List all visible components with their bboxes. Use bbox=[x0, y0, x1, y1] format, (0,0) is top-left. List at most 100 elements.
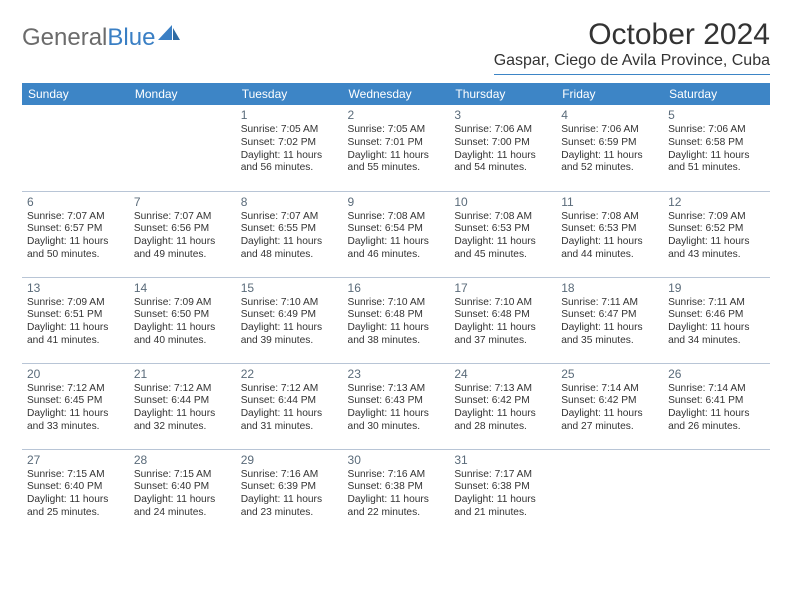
day-details: Sunrise: 7:05 AMSunset: 7:02 PMDaylight:… bbox=[241, 124, 338, 175]
day-header: Thursday bbox=[449, 83, 556, 105]
day-details: Sunrise: 7:07 AMSunset: 6:56 PMDaylight:… bbox=[134, 211, 231, 262]
calendar-day-cell: 28Sunrise: 7:15 AMSunset: 6:40 PMDayligh… bbox=[129, 449, 236, 535]
day-number: 1 bbox=[241, 108, 338, 123]
logo: GeneralBlue bbox=[22, 18, 180, 52]
calendar-day-cell: 7Sunrise: 7:07 AMSunset: 6:56 PMDaylight… bbox=[129, 191, 236, 277]
calendar-day-cell: 4Sunrise: 7:06 AMSunset: 6:59 PMDaylight… bbox=[556, 105, 663, 191]
day-number: 28 bbox=[134, 453, 231, 468]
day-details: Sunrise: 7:14 AMSunset: 6:41 PMDaylight:… bbox=[668, 383, 765, 434]
day-details: Sunrise: 7:12 AMSunset: 6:44 PMDaylight:… bbox=[134, 383, 231, 434]
day-details: Sunrise: 7:12 AMSunset: 6:45 PMDaylight:… bbox=[27, 383, 124, 434]
calendar-day-cell: 31Sunrise: 7:17 AMSunset: 6:38 PMDayligh… bbox=[449, 449, 556, 535]
day-details: Sunrise: 7:09 AMSunset: 6:51 PMDaylight:… bbox=[27, 297, 124, 348]
day-details: Sunrise: 7:05 AMSunset: 7:01 PMDaylight:… bbox=[348, 124, 445, 175]
day-number: 7 bbox=[134, 195, 231, 210]
day-details: Sunrise: 7:07 AMSunset: 6:55 PMDaylight:… bbox=[241, 211, 338, 262]
day-number: 26 bbox=[668, 367, 765, 382]
day-number: 29 bbox=[241, 453, 338, 468]
day-number: 27 bbox=[27, 453, 124, 468]
calendar-day-cell: 24Sunrise: 7:13 AMSunset: 6:42 PMDayligh… bbox=[449, 363, 556, 449]
day-details: Sunrise: 7:08 AMSunset: 6:53 PMDaylight:… bbox=[454, 211, 551, 262]
day-number: 13 bbox=[27, 281, 124, 296]
calendar-empty-cell bbox=[663, 449, 770, 535]
title-block: October 2024 Gaspar, Ciego de Avila Prov… bbox=[494, 18, 770, 81]
calendar-empty-cell bbox=[129, 105, 236, 191]
calendar-day-cell: 2Sunrise: 7:05 AMSunset: 7:01 PMDaylight… bbox=[343, 105, 450, 191]
day-number: 10 bbox=[454, 195, 551, 210]
day-details: Sunrise: 7:11 AMSunset: 6:46 PMDaylight:… bbox=[668, 297, 765, 348]
calendar-day-cell: 21Sunrise: 7:12 AMSunset: 6:44 PMDayligh… bbox=[129, 363, 236, 449]
calendar-day-cell: 11Sunrise: 7:08 AMSunset: 6:53 PMDayligh… bbox=[556, 191, 663, 277]
calendar-body: 1Sunrise: 7:05 AMSunset: 7:02 PMDaylight… bbox=[22, 105, 770, 535]
logo-text-blue: Blue bbox=[107, 24, 155, 52]
calendar-table: SundayMondayTuesdayWednesdayThursdayFrid… bbox=[22, 83, 770, 535]
calendar-week-row: 6Sunrise: 7:07 AMSunset: 6:57 PMDaylight… bbox=[22, 191, 770, 277]
calendar-day-cell: 16Sunrise: 7:10 AMSunset: 6:48 PMDayligh… bbox=[343, 277, 450, 363]
day-details: Sunrise: 7:10 AMSunset: 6:49 PMDaylight:… bbox=[241, 297, 338, 348]
calendar-week-row: 20Sunrise: 7:12 AMSunset: 6:45 PMDayligh… bbox=[22, 363, 770, 449]
day-number: 2 bbox=[348, 108, 445, 123]
day-number: 16 bbox=[348, 281, 445, 296]
day-details: Sunrise: 7:09 AMSunset: 6:50 PMDaylight:… bbox=[134, 297, 231, 348]
calendar-week-row: 13Sunrise: 7:09 AMSunset: 6:51 PMDayligh… bbox=[22, 277, 770, 363]
calendar-empty-cell bbox=[556, 449, 663, 535]
day-number: 6 bbox=[27, 195, 124, 210]
day-details: Sunrise: 7:07 AMSunset: 6:57 PMDaylight:… bbox=[27, 211, 124, 262]
calendar-day-cell: 8Sunrise: 7:07 AMSunset: 6:55 PMDaylight… bbox=[236, 191, 343, 277]
day-number: 23 bbox=[348, 367, 445, 382]
calendar-day-cell: 26Sunrise: 7:14 AMSunset: 6:41 PMDayligh… bbox=[663, 363, 770, 449]
calendar-page: GeneralBlue October 2024 Gaspar, Ciego d… bbox=[0, 0, 792, 545]
day-number: 9 bbox=[348, 195, 445, 210]
calendar-day-cell: 18Sunrise: 7:11 AMSunset: 6:47 PMDayligh… bbox=[556, 277, 663, 363]
calendar-day-cell: 14Sunrise: 7:09 AMSunset: 6:50 PMDayligh… bbox=[129, 277, 236, 363]
calendar-day-cell: 13Sunrise: 7:09 AMSunset: 6:51 PMDayligh… bbox=[22, 277, 129, 363]
day-header: Tuesday bbox=[236, 83, 343, 105]
month-title: October 2024 bbox=[494, 18, 770, 52]
day-number: 12 bbox=[668, 195, 765, 210]
day-header: Wednesday bbox=[343, 83, 450, 105]
day-number: 11 bbox=[561, 195, 658, 210]
day-number: 5 bbox=[668, 108, 765, 123]
day-details: Sunrise: 7:16 AMSunset: 6:39 PMDaylight:… bbox=[241, 469, 338, 520]
day-details: Sunrise: 7:10 AMSunset: 6:48 PMDaylight:… bbox=[348, 297, 445, 348]
day-details: Sunrise: 7:17 AMSunset: 6:38 PMDaylight:… bbox=[454, 469, 551, 520]
day-details: Sunrise: 7:15 AMSunset: 6:40 PMDaylight:… bbox=[134, 469, 231, 520]
calendar-day-cell: 27Sunrise: 7:15 AMSunset: 6:40 PMDayligh… bbox=[22, 449, 129, 535]
calendar-day-cell: 25Sunrise: 7:14 AMSunset: 6:42 PMDayligh… bbox=[556, 363, 663, 449]
calendar-day-cell: 10Sunrise: 7:08 AMSunset: 6:53 PMDayligh… bbox=[449, 191, 556, 277]
day-details: Sunrise: 7:16 AMSunset: 6:38 PMDaylight:… bbox=[348, 469, 445, 520]
logo-text-general: General bbox=[22, 24, 107, 52]
day-header: Saturday bbox=[663, 83, 770, 105]
calendar-day-cell: 12Sunrise: 7:09 AMSunset: 6:52 PMDayligh… bbox=[663, 191, 770, 277]
calendar-day-cell: 9Sunrise: 7:08 AMSunset: 6:54 PMDaylight… bbox=[343, 191, 450, 277]
day-details: Sunrise: 7:13 AMSunset: 6:43 PMDaylight:… bbox=[348, 383, 445, 434]
calendar-week-row: 27Sunrise: 7:15 AMSunset: 6:40 PMDayligh… bbox=[22, 449, 770, 535]
day-details: Sunrise: 7:13 AMSunset: 6:42 PMDaylight:… bbox=[454, 383, 551, 434]
day-number: 22 bbox=[241, 367, 338, 382]
day-number: 17 bbox=[454, 281, 551, 296]
calendar-empty-cell bbox=[22, 105, 129, 191]
calendar-day-cell: 23Sunrise: 7:13 AMSunset: 6:43 PMDayligh… bbox=[343, 363, 450, 449]
day-number: 18 bbox=[561, 281, 658, 296]
day-number: 19 bbox=[668, 281, 765, 296]
calendar-day-cell: 22Sunrise: 7:12 AMSunset: 6:44 PMDayligh… bbox=[236, 363, 343, 449]
calendar-day-cell: 6Sunrise: 7:07 AMSunset: 6:57 PMDaylight… bbox=[22, 191, 129, 277]
header-row: GeneralBlue October 2024 Gaspar, Ciego d… bbox=[22, 18, 770, 81]
calendar-week-row: 1Sunrise: 7:05 AMSunset: 7:02 PMDaylight… bbox=[22, 105, 770, 191]
day-details: Sunrise: 7:14 AMSunset: 6:42 PMDaylight:… bbox=[561, 383, 658, 434]
day-details: Sunrise: 7:15 AMSunset: 6:40 PMDaylight:… bbox=[27, 469, 124, 520]
day-details: Sunrise: 7:06 AMSunset: 6:58 PMDaylight:… bbox=[668, 124, 765, 175]
day-details: Sunrise: 7:09 AMSunset: 6:52 PMDaylight:… bbox=[668, 211, 765, 262]
calendar-day-cell: 19Sunrise: 7:11 AMSunset: 6:46 PMDayligh… bbox=[663, 277, 770, 363]
day-number: 31 bbox=[454, 453, 551, 468]
day-number: 8 bbox=[241, 195, 338, 210]
day-number: 30 bbox=[348, 453, 445, 468]
day-details: Sunrise: 7:06 AMSunset: 6:59 PMDaylight:… bbox=[561, 124, 658, 175]
day-number: 4 bbox=[561, 108, 658, 123]
location-text: Gaspar, Ciego de Avila Province, Cuba bbox=[494, 52, 770, 69]
day-number: 15 bbox=[241, 281, 338, 296]
day-header: Monday bbox=[129, 83, 236, 105]
day-details: Sunrise: 7:10 AMSunset: 6:48 PMDaylight:… bbox=[454, 297, 551, 348]
day-details: Sunrise: 7:12 AMSunset: 6:44 PMDaylight:… bbox=[241, 383, 338, 434]
day-details: Sunrise: 7:11 AMSunset: 6:47 PMDaylight:… bbox=[561, 297, 658, 348]
